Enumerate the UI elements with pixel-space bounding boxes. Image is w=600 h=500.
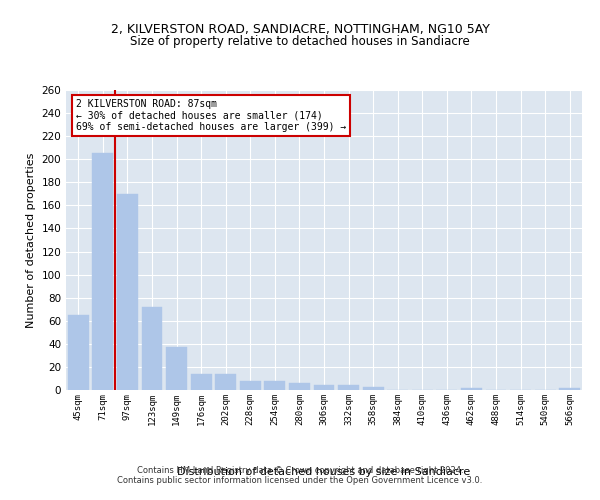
Bar (117, 194, 138, 390)
Text: Contains HM Land Registry data © Crown copyright and database right 2024.
Contai: Contains HM Land Registry data © Crown c… (118, 466, 482, 485)
Bar (338, 386, 359, 390)
Bar (265, 381, 286, 390)
Bar (461, 388, 482, 390)
Text: Size of property relative to detached houses in Sandiacre: Size of property relative to detached ho… (130, 35, 470, 48)
Bar (289, 383, 310, 390)
Bar (240, 381, 261, 390)
X-axis label: Distribution of detached houses by size in Sandiacre: Distribution of detached houses by size … (178, 466, 470, 476)
Y-axis label: Number of detached properties: Number of detached properties (26, 152, 36, 328)
Bar (92, 154, 113, 390)
Bar (191, 374, 212, 390)
Bar (68, 315, 89, 390)
Bar (559, 388, 580, 390)
Bar (142, 307, 163, 390)
Text: 2, KILVERSTON ROAD, SANDIACRE, NOTTINGHAM, NG10 5AY: 2, KILVERSTON ROAD, SANDIACRE, NOTTINGHA… (110, 22, 490, 36)
Bar (166, 348, 187, 390)
Bar (215, 374, 236, 390)
Text: 2 KILVERSTON ROAD: 87sqm
← 30% of detached houses are smaller (174)
69% of semi-: 2 KILVERSTON ROAD: 87sqm ← 30% of detach… (76, 99, 347, 132)
Bar (362, 386, 383, 390)
Bar (314, 386, 334, 390)
